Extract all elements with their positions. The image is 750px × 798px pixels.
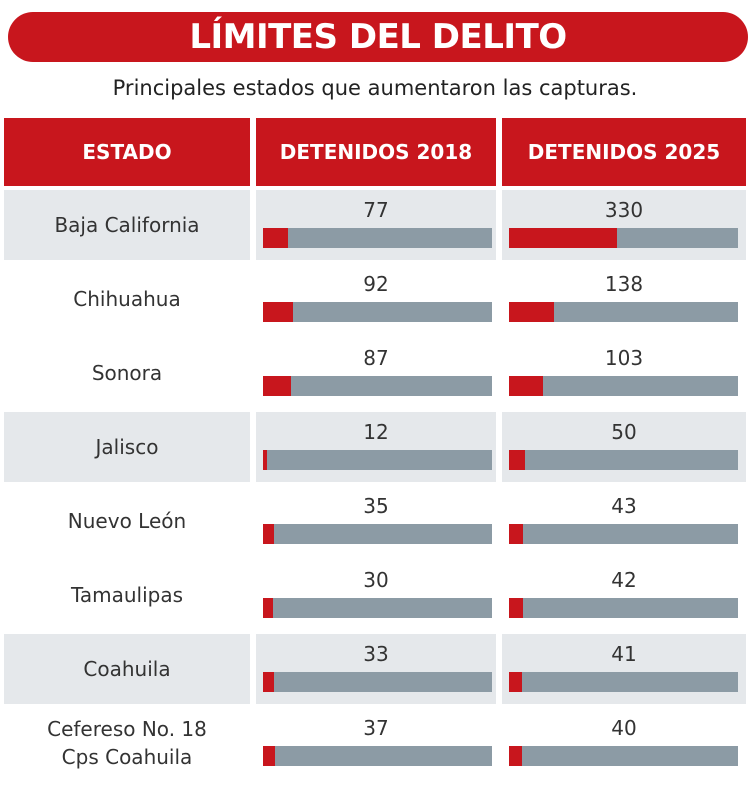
bar (263, 302, 294, 322)
category-label: Nuevo León (4, 486, 250, 556)
bar (509, 598, 523, 618)
cell-background (502, 560, 746, 630)
cell-background (256, 634, 496, 704)
bar-track (509, 746, 738, 766)
subtitle: Principales estados que aumentaron las c… (112, 76, 638, 100)
bar (263, 524, 275, 544)
value-label: 12 (363, 420, 389, 444)
category-label: Baja California (4, 190, 250, 260)
value-label: 40 (611, 716, 637, 740)
cell-background (256, 412, 496, 482)
bar (263, 598, 273, 618)
bar (509, 302, 555, 322)
value-label: 33 (363, 642, 389, 666)
cell-background (502, 486, 746, 556)
cell-background (502, 264, 746, 334)
cell-background (502, 338, 746, 408)
cell-background (256, 338, 496, 408)
bar-track (263, 228, 492, 248)
category-label: Coahuila (4, 634, 250, 704)
cell-background (502, 412, 746, 482)
bar (509, 672, 523, 692)
bar-track (509, 598, 738, 618)
bar (509, 376, 543, 396)
title: LÍMITES DEL DELITO (8, 12, 748, 62)
column-header: ESTADO (4, 118, 250, 186)
cell-background (256, 560, 496, 630)
bar (509, 450, 526, 470)
category-label: Jalisco (4, 412, 250, 482)
bar (263, 450, 267, 470)
bar-track (509, 376, 738, 396)
bar (509, 228, 617, 248)
cell-background (256, 264, 496, 334)
value-label: 330 (604, 198, 644, 222)
bar (509, 746, 523, 766)
cell-background (256, 190, 496, 260)
bar-track (509, 672, 738, 692)
category-label: Cefereso No. 18 Cps Coahuila (4, 708, 250, 778)
cell-background (256, 708, 496, 778)
bar (509, 524, 524, 544)
value-label: 35 (363, 494, 389, 518)
value-label: 41 (611, 642, 637, 666)
cell-background (502, 190, 746, 260)
category-label: Chihuahua (4, 264, 250, 334)
value-label: 103 (604, 346, 644, 370)
bar-track (263, 450, 492, 470)
bar (263, 746, 276, 766)
category-label: Sonora (4, 338, 250, 408)
value-label: 43 (611, 494, 637, 518)
value-label: 37 (363, 716, 389, 740)
bar-track (509, 450, 738, 470)
bar (263, 376, 292, 396)
bar-track (263, 524, 492, 544)
category-label: Tamaulipas (4, 560, 250, 630)
bar-track (263, 746, 492, 766)
cell-background (502, 634, 746, 704)
column-header: DETENIDOS 2018 (256, 118, 496, 186)
cell-background (502, 708, 746, 778)
value-label: 138 (604, 272, 644, 296)
bar-track (263, 376, 492, 396)
value-label: 77 (363, 198, 389, 222)
bar-track (263, 598, 492, 618)
value-label: 50 (611, 420, 637, 444)
bar-track (263, 672, 492, 692)
value-label: 42 (611, 568, 637, 592)
bar (263, 672, 274, 692)
bar-track (263, 302, 492, 322)
column-header: DETENIDOS 2025 (502, 118, 746, 186)
value-label: 30 (363, 568, 389, 592)
value-label: 92 (363, 272, 389, 296)
bar-track (509, 524, 738, 544)
bar-track (509, 302, 738, 322)
bar (263, 228, 289, 248)
cell-background (256, 486, 496, 556)
value-label: 87 (363, 346, 389, 370)
